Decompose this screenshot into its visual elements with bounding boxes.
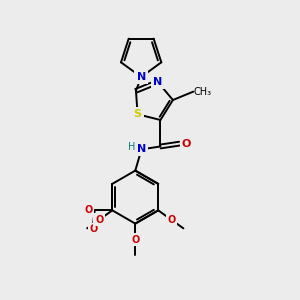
Text: O: O: [95, 215, 103, 225]
Text: O: O: [89, 224, 97, 235]
Text: H: H: [128, 142, 135, 152]
Text: N: N: [137, 144, 146, 154]
Text: O: O: [131, 235, 140, 245]
Text: N: N: [153, 77, 162, 87]
Text: O: O: [84, 205, 92, 215]
Text: O: O: [181, 139, 190, 148]
Text: O: O: [167, 215, 175, 225]
Text: S: S: [134, 109, 142, 119]
Text: CH₃: CH₃: [194, 87, 212, 97]
Text: N: N: [136, 72, 146, 82]
